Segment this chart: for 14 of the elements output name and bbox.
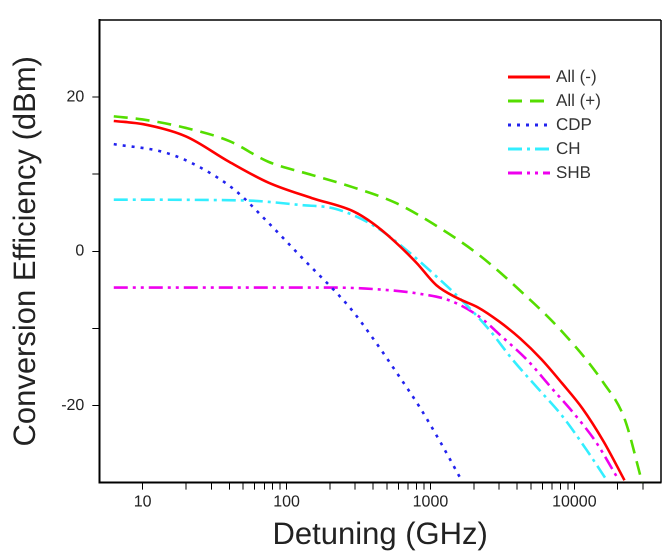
x-axis-title: Detuning (GHz): [272, 516, 488, 551]
legend-label: CH: [556, 138, 581, 160]
legend-label: All (+): [556, 90, 601, 112]
y-axis-title: Conversion Efficiency (dBm): [7, 56, 42, 447]
x-tick-label: 1000: [412, 494, 448, 511]
legend-label: CDP: [556, 114, 592, 136]
y-tick-label: 20: [66, 88, 84, 106]
x-tick-label: 100: [273, 494, 300, 511]
x-tick-label: 10000: [552, 494, 597, 511]
legend-label: All (-): [556, 66, 597, 88]
x-tick-label: 10: [134, 494, 152, 511]
y-tick-label: 0: [75, 242, 84, 260]
legend-label: SHB: [556, 162, 591, 184]
y-tick-label: -20: [61, 396, 84, 414]
